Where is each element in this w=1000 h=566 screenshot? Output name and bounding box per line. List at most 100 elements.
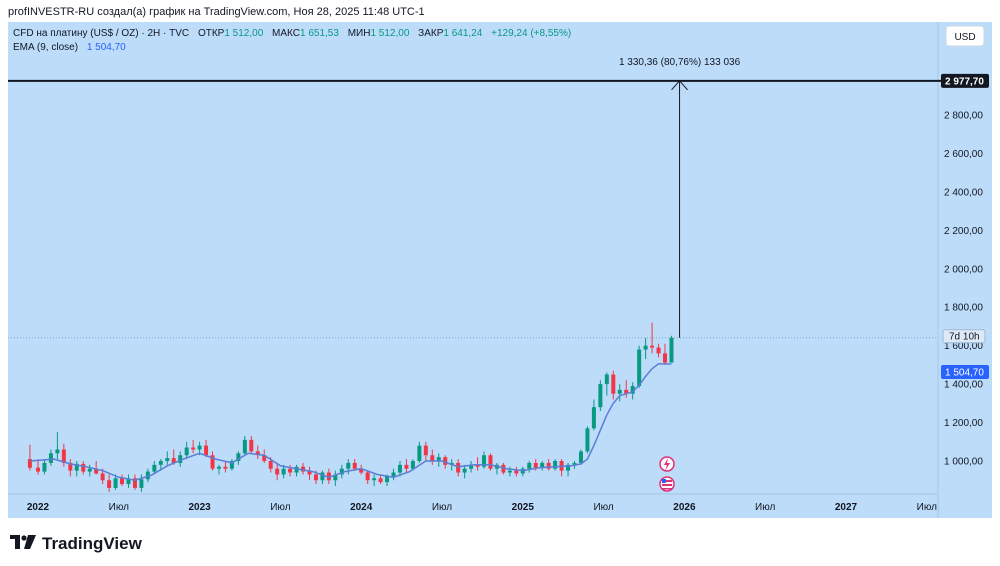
tradingview-logo-text: TradingView: [42, 533, 142, 553]
candle-up: [566, 464, 571, 471]
candle-down: [81, 463, 86, 472]
low-label: МИН: [348, 28, 371, 39]
candle-up: [165, 458, 170, 461]
x-tick-label: Июл: [270, 502, 290, 513]
candle-down: [650, 345, 655, 348]
x-axis[interactable]: 2022 Июл 2023 Июл 2024 Июл 2025 Июл 2026 Июл 2027 И…: [27, 502, 937, 513]
candle-down: [307, 471, 312, 475]
candle-up: [604, 374, 609, 385]
candle-down: [210, 455, 215, 469]
candle-up: [643, 345, 648, 350]
x-tick-label: 2024: [350, 502, 373, 513]
x-tick-label: 2023: [188, 502, 211, 513]
y-tick-label: 1 200,00: [944, 418, 983, 429]
candle-down: [475, 464, 480, 467]
ema-legend-value: 1 504,70: [87, 42, 126, 53]
candle-up: [55, 449, 60, 454]
candle-down: [404, 464, 409, 469]
candle-up: [469, 464, 474, 469]
measure-label: 1 330,36 (80,76%) 133 036: [619, 57, 741, 68]
candle-up: [417, 445, 422, 461]
candle-up: [669, 337, 674, 363]
candle-up: [397, 464, 402, 473]
candle-down: [443, 457, 448, 465]
candle-up: [294, 466, 299, 473]
candle-up: [48, 453, 53, 463]
candle-up: [637, 349, 642, 387]
candle-down: [120, 478, 125, 485]
candle-up: [507, 470, 512, 473]
x-tick-label: 2027: [835, 502, 858, 513]
candle-up: [87, 468, 92, 472]
candle-down: [68, 462, 73, 471]
candle-up: [578, 451, 583, 463]
y-tick-label: 2 800,00: [944, 111, 983, 122]
currency-button-label[interactable]: USD: [954, 32, 975, 43]
candle-up: [184, 447, 189, 456]
candle-down: [663, 353, 668, 363]
candle-up: [553, 461, 558, 469]
y-tick-label: 2 600,00: [944, 149, 983, 160]
candle-up: [178, 455, 183, 463]
y-tick-label: 2 400,00: [944, 187, 983, 198]
x-tick-label: Июл: [917, 502, 937, 513]
close-value: 1 641,24: [443, 28, 482, 39]
candle-down: [365, 472, 370, 481]
candle-down: [191, 447, 196, 450]
y-axis[interactable]: 1 000,00 1 200,00 1 400,00 1 600,00 1 800,00…: [944, 111, 983, 468]
candle-up: [333, 474, 338, 481]
candle-up: [462, 468, 467, 473]
candle-down: [275, 468, 280, 475]
tradingview-logo-icon: [10, 533, 36, 554]
chart-frame[interactable]: 1 000,00 1 200,00 1 400,00 1 600,00 1 800,00…: [8, 22, 992, 518]
candle-up: [145, 471, 150, 480]
y-tick-label: 1 400,00: [944, 380, 983, 391]
candle-down: [352, 462, 357, 469]
candle-up: [385, 476, 390, 483]
close-label: ЗАКР: [418, 28, 444, 39]
candle-down: [100, 473, 105, 481]
candle-down: [94, 468, 99, 474]
lightning-event-icon[interactable]: [659, 456, 675, 472]
x-tick-label: Июл: [755, 502, 775, 513]
price-chart[interactable]: 1 000,00 1 200,00 1 400,00 1 600,00 1 800,00…: [8, 22, 992, 518]
candle-up: [482, 455, 487, 467]
currency-button[interactable]: USD: [945, 25, 985, 47]
candle-up: [339, 468, 344, 475]
x-tick-label: 2022: [27, 502, 50, 513]
high-label: МАКС: [272, 28, 300, 39]
candle-down: [326, 472, 331, 481]
candles-group: [27, 322, 674, 492]
candle-down: [262, 455, 267, 461]
open-value: 1 512,00: [224, 28, 263, 39]
candle-down: [546, 462, 551, 469]
candle-up: [527, 462, 532, 469]
y-tick-label: 1 000,00: [944, 457, 983, 468]
candle-down: [430, 455, 435, 461]
candle-down: [533, 462, 538, 468]
candle-down: [249, 439, 254, 452]
candle-down: [488, 455, 493, 469]
y-tick-label: 1 800,00: [944, 303, 983, 314]
candle-down: [611, 374, 616, 394]
candle-up: [372, 478, 377, 481]
candle-up: [281, 468, 286, 475]
countdown-tag-text: 7d 10h: [949, 332, 980, 343]
tradingview-logo[interactable]: TradingView: [10, 533, 142, 554]
candle-down: [423, 445, 428, 456]
x-tick-label: Июл: [593, 502, 613, 513]
us-flag-event-icon[interactable]: [659, 476, 675, 492]
plot-area: [8, 22, 938, 494]
ema-legend-label[interactable]: EMA (9, close): [13, 42, 78, 53]
candle-up: [113, 478, 118, 488]
x-tick-label: 2025: [512, 502, 535, 513]
candle-up: [410, 461, 415, 469]
candle-up: [320, 472, 325, 481]
x-tick-label: Июл: [109, 502, 129, 513]
symbol-title[interactable]: CFD на платину (US$ / OZ) · 2Н · TVC: [13, 28, 189, 39]
candle-up: [572, 462, 577, 465]
ema-price-tag-text: 1 504,70: [945, 367, 984, 378]
candle-down: [268, 461, 273, 469]
candle-up: [74, 463, 79, 471]
candle-down: [61, 449, 66, 463]
